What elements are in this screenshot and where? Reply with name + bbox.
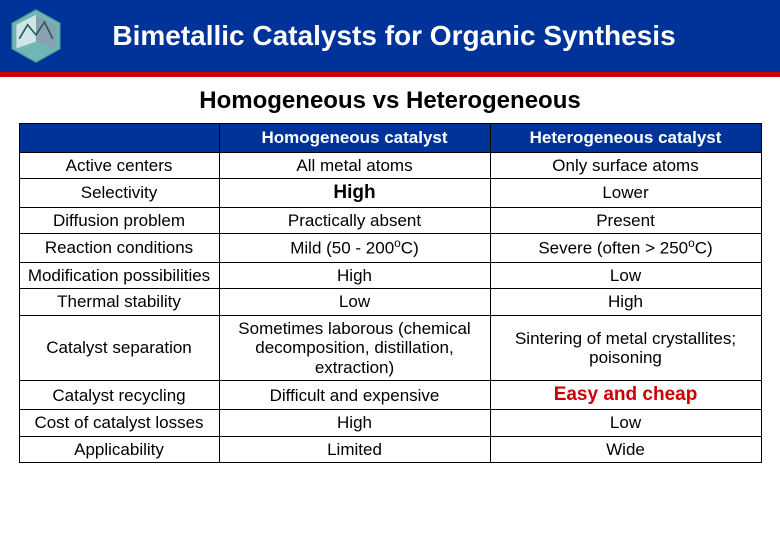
table-row: Applicability Limited Wide bbox=[19, 436, 761, 463]
cell-hetero: Lower bbox=[490, 179, 761, 208]
col-header-hetero: Heterogeneous catalyst bbox=[490, 124, 761, 153]
row-label: Reaction conditions bbox=[19, 234, 219, 262]
cell-hetero: High bbox=[490, 289, 761, 316]
table-row: Modification possibilities High Low bbox=[19, 262, 761, 289]
cell-hetero: Wide bbox=[490, 436, 761, 463]
table-row: Thermal stability Low High bbox=[19, 289, 761, 316]
cell-hetero: Easy and cheap bbox=[490, 381, 761, 410]
cell-hetero: Low bbox=[490, 262, 761, 289]
row-label: Applicability bbox=[19, 436, 219, 463]
table-row: Catalyst recycling Difficult and expensi… bbox=[19, 381, 761, 410]
cell-homo: Sometimes laborous (chemical decompositi… bbox=[219, 315, 490, 381]
cell-homo: High bbox=[219, 262, 490, 289]
cell-hetero: Severe (often > 250oC) bbox=[490, 234, 761, 262]
row-label: Diffusion problem bbox=[19, 207, 219, 234]
cell-homo: High bbox=[219, 410, 490, 437]
cell-hetero: Low bbox=[490, 410, 761, 437]
row-label: Catalyst separation bbox=[19, 315, 219, 381]
row-label: Cost of catalyst losses bbox=[19, 410, 219, 437]
cell-homo: Low bbox=[219, 289, 490, 316]
row-label: Modification possibilities bbox=[19, 262, 219, 289]
cell-homo: High bbox=[219, 179, 490, 208]
cell-homo: Practically absent bbox=[219, 207, 490, 234]
cell-hetero: Sintering of metal crystallites; poisoni… bbox=[490, 315, 761, 381]
cell-homo: Difficult and expensive bbox=[219, 381, 490, 410]
row-label: Catalyst recycling bbox=[19, 381, 219, 410]
table-row: Diffusion problem Practically absent Pre… bbox=[19, 207, 761, 234]
comparison-table: Homogeneous catalyst Heterogeneous catal… bbox=[19, 123, 762, 463]
table-row: Reaction conditions Mild (50 - 200oC) Se… bbox=[19, 234, 761, 262]
subtitle-part2: Heterogeneous bbox=[406, 87, 581, 114]
cell-homo: Limited bbox=[219, 436, 490, 463]
cell-homo: All metal atoms bbox=[219, 152, 490, 179]
subtitle-part1: Homogeneous vs bbox=[199, 87, 406, 114]
page-title: Bimetallic Catalysts for Organic Synthes… bbox=[64, 20, 780, 52]
col-header-homo: Homogeneous catalyst bbox=[219, 124, 490, 153]
row-label: Selectivity bbox=[19, 179, 219, 208]
cell-homo: Mild (50 - 200oC) bbox=[219, 234, 490, 262]
subtitle: Homogeneous vs Heterogeneous bbox=[0, 77, 780, 123]
header: Bimetallic Catalysts for Organic Synthes… bbox=[0, 0, 780, 72]
table-header-row: Homogeneous catalyst Heterogeneous catal… bbox=[19, 124, 761, 153]
table-row: Cost of catalyst losses High Low bbox=[19, 410, 761, 437]
table-row: Selectivity High Lower bbox=[19, 179, 761, 208]
cell-hetero: Only surface atoms bbox=[490, 152, 761, 179]
cell-hetero: Present bbox=[490, 207, 761, 234]
table-corner bbox=[19, 124, 219, 153]
table-row: Catalyst separation Sometimes laborous (… bbox=[19, 315, 761, 381]
row-label: Active centers bbox=[19, 152, 219, 179]
row-label: Thermal stability bbox=[19, 289, 219, 316]
logo-icon bbox=[8, 8, 64, 64]
table-row: Active centers All metal atoms Only surf… bbox=[19, 152, 761, 179]
